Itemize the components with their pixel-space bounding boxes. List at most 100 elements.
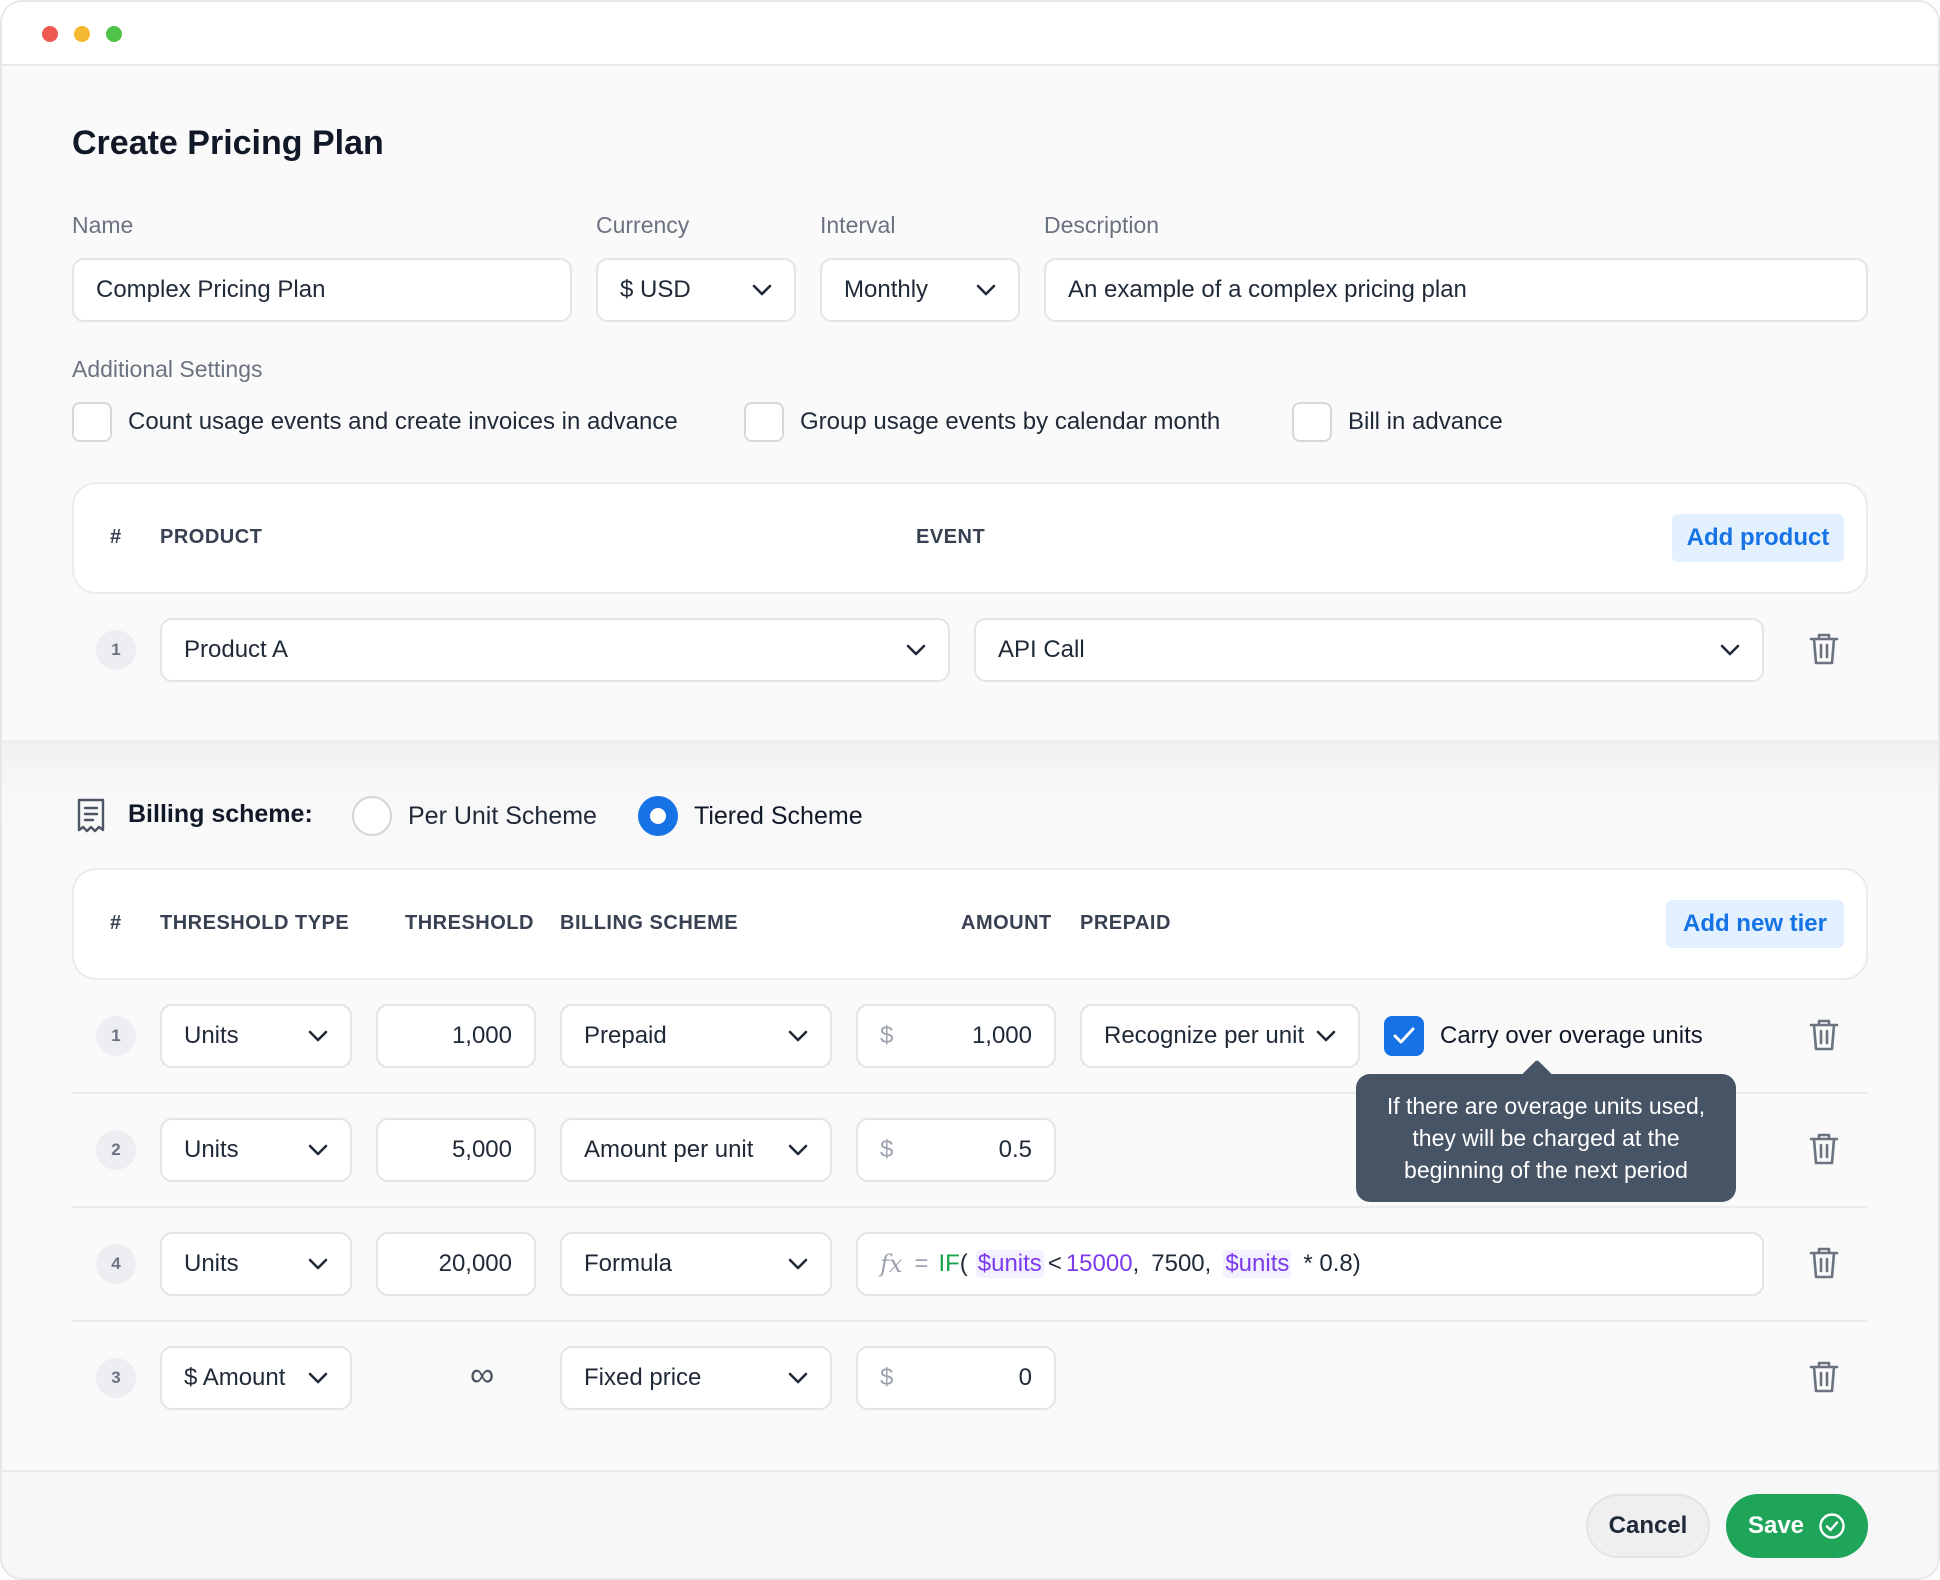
tooltip-line: beginning of the next period xyxy=(1404,1157,1688,1183)
tier-row-number: 2 xyxy=(96,1130,136,1170)
trash-icon[interactable] xyxy=(1808,1246,1840,1280)
formula-open-paren: ( xyxy=(959,1250,968,1277)
formula-comma: , xyxy=(1204,1250,1212,1277)
tiered-scheme-label: Tiered Scheme xyxy=(694,802,863,830)
threshold-input[interactable]: 20,000 xyxy=(376,1232,536,1296)
tooltip-line: they will be charged at the xyxy=(1412,1125,1680,1151)
products-col-num: # xyxy=(110,526,122,548)
amount-input[interactable]: $ 0.5 xyxy=(856,1118,1056,1182)
billing-scheme-value: Amount per unit xyxy=(584,1136,754,1163)
formula-value: 7500 xyxy=(1151,1250,1205,1277)
threshold-type-select[interactable]: Units xyxy=(160,1232,352,1296)
row-divider xyxy=(72,1320,1868,1322)
threshold-type-value: Units xyxy=(184,1136,239,1163)
threshold-type-select[interactable]: $ Amount xyxy=(160,1346,352,1410)
page-title: Create Pricing Plan xyxy=(72,124,384,162)
product-row-number: 1 xyxy=(96,630,136,670)
threshold-value: 1,000 xyxy=(451,1022,512,1049)
formula-variable: $units xyxy=(1223,1250,1292,1278)
add-new-tier-button[interactable]: Add new tier xyxy=(1666,900,1844,948)
currency-label: Currency xyxy=(596,212,690,238)
billing-scheme-select[interactable]: Formula xyxy=(560,1232,832,1296)
add-product-button[interactable]: Add product xyxy=(1672,514,1844,562)
close-window-icon[interactable] xyxy=(42,26,58,42)
currency-value: $ USD xyxy=(620,276,691,303)
product-select[interactable]: Product A xyxy=(160,618,950,682)
billing-scheme-label: Billing scheme: xyxy=(128,800,313,828)
per-unit-scheme-radio[interactable] xyxy=(352,796,392,836)
cancel-button[interactable]: Cancel xyxy=(1586,1494,1710,1558)
tiers-col-prepaid: PREPAID xyxy=(1080,912,1171,934)
amount-input[interactable]: $ 1,000 xyxy=(856,1004,1056,1068)
threshold-type-value: Units xyxy=(184,1022,239,1049)
maximize-window-icon[interactable] xyxy=(106,26,122,42)
row-divider xyxy=(72,1092,1868,1094)
amount-value: 0 xyxy=(1018,1364,1032,1391)
group-usage-label: Group usage events by calendar month xyxy=(800,408,1221,435)
title-bar xyxy=(2,2,1938,66)
billing-scheme-select[interactable]: Prepaid xyxy=(560,1004,832,1068)
chevron-down-icon xyxy=(976,284,996,296)
event-value: API Call xyxy=(998,636,1085,663)
formula-input[interactable]: fx = IF ( $units < 15000 , 7500 , $units… xyxy=(856,1232,1764,1296)
currency-symbol: $ xyxy=(880,1136,894,1163)
threshold-type-select[interactable]: Units xyxy=(160,1004,352,1068)
tiers-col-threshold: THRESHOLD xyxy=(405,912,534,934)
chevron-down-icon xyxy=(906,644,926,656)
event-select[interactable]: API Call xyxy=(974,618,1764,682)
check-icon xyxy=(1393,1027,1415,1044)
interval-select[interactable]: Monthly xyxy=(820,258,1020,322)
threshold-type-select[interactable]: Units xyxy=(160,1118,352,1182)
description-input[interactable]: An example of a complex pricing plan xyxy=(1044,258,1868,322)
count-usage-label: Count usage events and create invoices i… xyxy=(128,408,678,435)
formula-equals: = xyxy=(914,1250,929,1277)
trash-icon[interactable] xyxy=(1808,1018,1840,1052)
carry-over-checkbox[interactable] xyxy=(1384,1016,1424,1056)
group-usage-checkbox[interactable] xyxy=(744,402,784,442)
tier-row-number: 4 xyxy=(96,1244,136,1284)
name-input[interactable]: Complex Pricing Plan xyxy=(72,258,572,322)
billing-scheme-select[interactable]: Fixed price xyxy=(560,1346,832,1410)
billing-scheme-select[interactable]: Amount per unit xyxy=(560,1118,832,1182)
formula-icon: fx xyxy=(880,1250,903,1278)
formula-number: 15000 xyxy=(1065,1250,1133,1277)
count-usage-checkbox[interactable] xyxy=(72,402,112,442)
billing-scheme-value: Fixed price xyxy=(584,1364,702,1391)
threshold-input[interactable]: 5,000 xyxy=(376,1118,536,1182)
interval-label: Interval xyxy=(820,212,896,238)
products-table-header xyxy=(72,482,1868,594)
name-label: Name xyxy=(72,212,134,238)
minimize-window-icon[interactable] xyxy=(74,26,90,42)
threshold-value: 20,000 xyxy=(438,1250,512,1277)
prepaid-select[interactable]: Recognize per unit xyxy=(1080,1004,1360,1068)
chevron-down-icon xyxy=(1316,1030,1336,1042)
additional-settings-label: Additional Settings xyxy=(72,356,263,382)
infinity-icon: ∞ xyxy=(470,1356,495,1394)
bill-in-advance-label: Bill in advance xyxy=(1348,408,1503,435)
threshold-value: 5,000 xyxy=(451,1136,512,1163)
currency-symbol: $ xyxy=(880,1022,894,1049)
trash-icon[interactable] xyxy=(1808,1360,1840,1394)
trash-icon[interactable] xyxy=(1808,1132,1840,1166)
save-button[interactable]: Save xyxy=(1726,1494,1868,1558)
tiered-scheme-radio[interactable] xyxy=(638,796,678,836)
tier-row-number: 3 xyxy=(96,1358,136,1398)
amount-input[interactable]: $ 0 xyxy=(856,1346,1056,1410)
description-label: Description xyxy=(1044,212,1160,238)
products-col-product: PRODUCT xyxy=(160,526,263,548)
tier-row-number: 1 xyxy=(96,1016,136,1056)
formula-variable: $units xyxy=(975,1250,1044,1278)
bill-in-advance-checkbox[interactable] xyxy=(1292,402,1332,442)
chevron-down-icon xyxy=(308,1030,328,1042)
carry-over-label: Carry over overage units xyxy=(1440,1022,1703,1049)
threshold-input[interactable]: 1,000 xyxy=(376,1004,536,1068)
description-value: An example of a complex pricing plan xyxy=(1068,276,1467,303)
chevron-down-icon xyxy=(788,1372,808,1384)
currency-select[interactable]: $ USD xyxy=(596,258,796,322)
trash-icon[interactable] xyxy=(1808,632,1840,666)
tiers-col-billing-scheme: BILLING SCHEME xyxy=(560,912,739,934)
name-value: Complex Pricing Plan xyxy=(96,276,326,303)
interval-value: Monthly xyxy=(844,276,929,303)
chevron-down-icon xyxy=(788,1030,808,1042)
save-button-label: Save xyxy=(1747,1512,1805,1539)
